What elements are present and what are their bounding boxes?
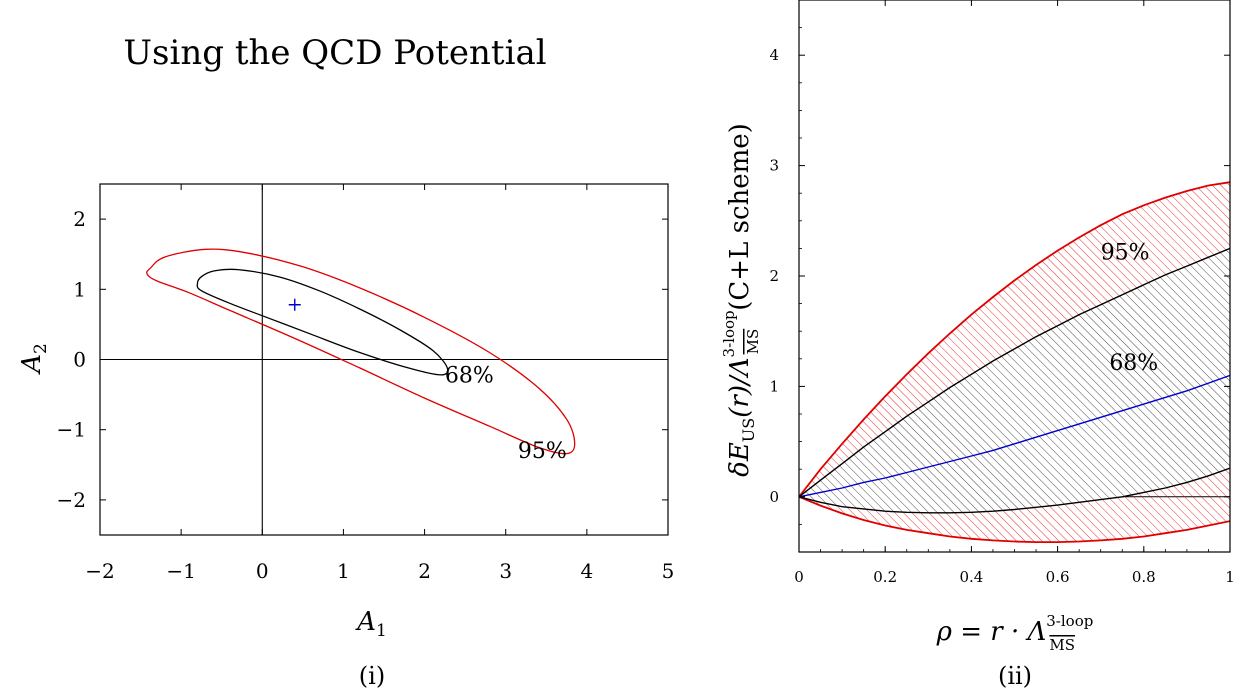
chart-i-x-tick-label: 2 xyxy=(418,559,431,583)
contour-68 xyxy=(196,268,449,376)
chart-ii-x-tick-label: 0.6 xyxy=(1046,568,1070,586)
lower-95-curve xyxy=(799,495,1230,543)
chart-i-x-tick-label: 1 xyxy=(337,559,350,583)
chart-i-y-tick-label: −1 xyxy=(57,418,86,442)
chart-ii-x-tick-label: 0.2 xyxy=(873,568,897,586)
chart-i-y-tick-label: −2 xyxy=(57,488,86,512)
chart-i-x-tick-label: 5 xyxy=(662,559,675,583)
chart-i-y-tick-label: 0 xyxy=(73,348,86,372)
chart-i-y-axis-label: A2 xyxy=(17,343,51,375)
chart-ii-y-tick-label: 2 xyxy=(769,267,779,285)
contour-label-95: 95% xyxy=(518,439,567,464)
chart-i-y-tick-label: 2 xyxy=(73,207,86,231)
central-curve xyxy=(799,374,1230,498)
chart-ii-y-tick-label: 1 xyxy=(769,377,779,395)
best-fit-marker xyxy=(288,298,301,311)
chart-ii-y-tick-label: 3 xyxy=(769,157,779,175)
contour-label-68: 68% xyxy=(445,364,494,389)
chart-i-ticks: −2 −1 0 1 2 3 4 5 2 1 0 −1 −2 xyxy=(57,184,675,583)
band-label-68: 68% xyxy=(1109,351,1158,376)
chart-ii-ticks: 0 0.2 0.4 0.6 0.8 1 0 1 2 3 4 xyxy=(769,0,1235,586)
band-label-95: 95% xyxy=(1101,240,1150,265)
chart-i-x-axis-label: A1 xyxy=(355,607,387,641)
chart-i-x-tick-label: 0 xyxy=(256,559,269,583)
chart-ii-x-tick-label: 0 xyxy=(794,568,804,586)
chart-i-title: Using the QCD Potential xyxy=(123,33,546,73)
chart-i-x-tick-label: −1 xyxy=(166,559,195,583)
chart-i-caption: (i) xyxy=(359,662,385,690)
chart-ii-y-tick-label: 0 xyxy=(769,488,779,506)
chart-ii-y-axis-label: δEUS(r)/Λ3-loop MS(C+L scheme) xyxy=(720,123,762,477)
chart-i-y-tick-label: 1 xyxy=(73,277,86,301)
upper-68-curve xyxy=(799,247,1230,498)
chart-ii-y-tick-label: 4 xyxy=(769,46,779,64)
chart-ii-plot-area: 95% 68% xyxy=(799,181,1230,543)
chart-ii-x-axis-label: ρ = r · Λ3-loop MS xyxy=(936,612,1094,654)
chart-ii-x-tick-label: 0.8 xyxy=(1132,568,1156,586)
lower-68-curve xyxy=(799,467,1230,514)
chart-i-x-tick-label: 4 xyxy=(580,559,593,583)
contour-95 xyxy=(146,248,576,455)
chart-ii-x-tick-label: 1 xyxy=(1225,568,1235,586)
chart-i: Using the QCD Potential 68% 95% −2 −1 0 1 2 3 4… xyxy=(17,33,674,690)
upper-95-curve xyxy=(799,181,1230,498)
band-68 xyxy=(799,248,1230,513)
chart-ii-x-tick-label: 0.4 xyxy=(959,568,983,586)
chart-i-plot-area: 68% 95% xyxy=(100,184,668,535)
chart-i-x-tick-label: 3 xyxy=(499,559,512,583)
chart-i-x-tick-label: −2 xyxy=(85,559,114,583)
chart-ii-caption: (ii) xyxy=(998,662,1032,690)
chart-ii: 95% 68% 0 0.2 0.4 0.6 0.8 1 0 1 2 3 4 ρ = r · Λ3-lo… xyxy=(720,0,1235,690)
